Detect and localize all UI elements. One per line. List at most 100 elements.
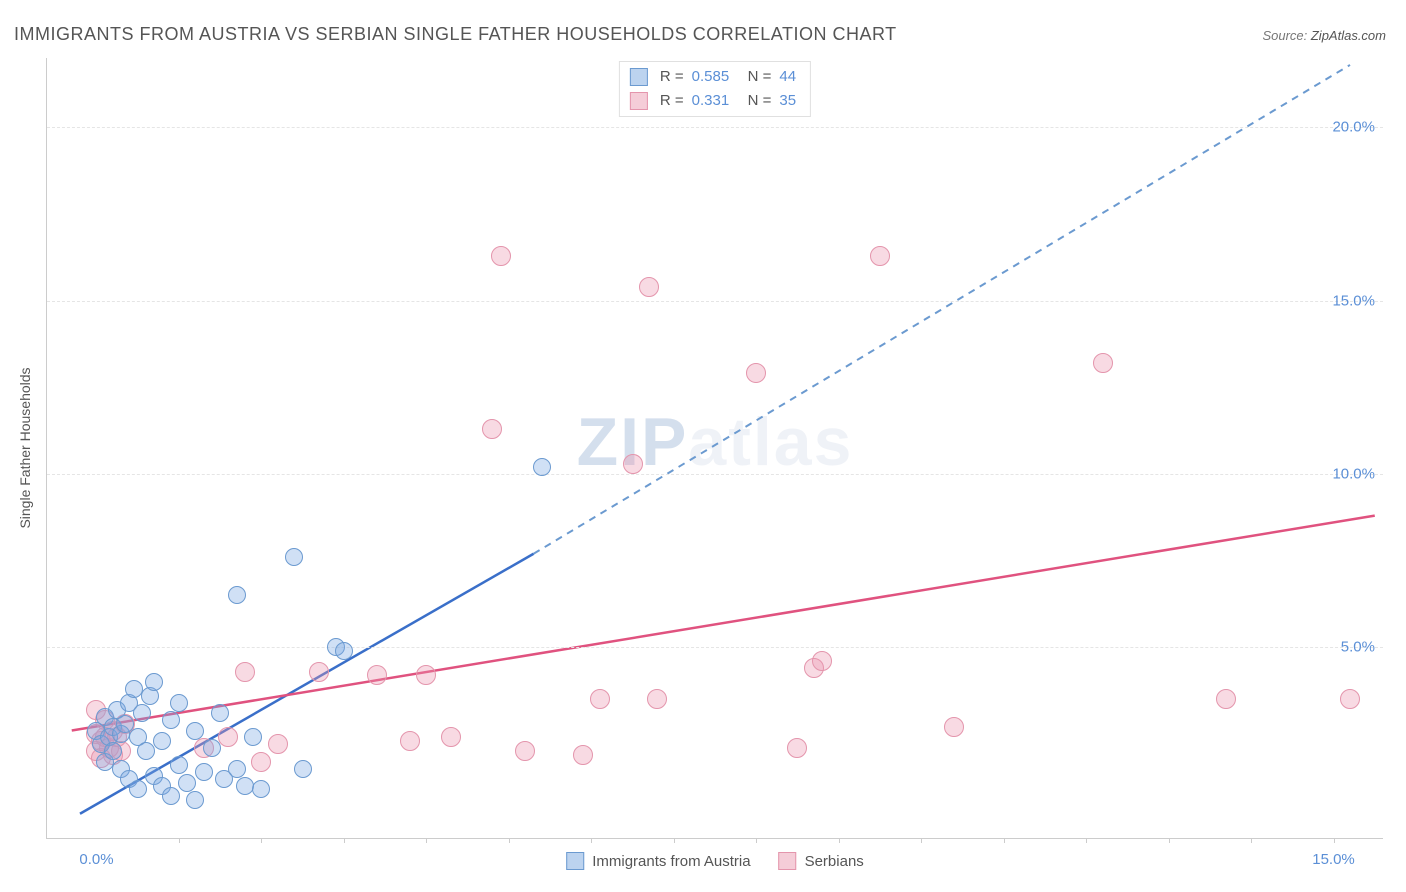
scatter-point: [203, 739, 221, 757]
plot-area: ZIPatlas R = 0.585 N = 44 R = 0.331 N = …: [46, 58, 1383, 839]
n-label: N =: [748, 89, 772, 113]
source-attribution: Source: ZipAtlas.com: [1262, 28, 1386, 43]
scatter-point: [178, 774, 196, 792]
grid-line: [47, 647, 1383, 648]
y-tick-label: 5.0%: [1341, 639, 1375, 656]
y-axis-label: Single Father Households: [17, 367, 33, 528]
scatter-point: [228, 586, 246, 604]
x-tick: [1334, 838, 1335, 843]
x-tick: [1004, 838, 1005, 843]
bottom-legend-label-austria: Immigrants from Austria: [592, 853, 750, 870]
watermark-light: atlas: [688, 404, 853, 480]
bottom-legend-item-serbians: Serbians: [779, 852, 864, 870]
scatter-point: [244, 728, 262, 746]
scatter-point: [228, 760, 246, 778]
x-tick: [509, 838, 510, 843]
x-tick-label: 0.0%: [79, 851, 113, 868]
scatter-point: [573, 745, 593, 765]
scatter-point: [268, 734, 288, 754]
scatter-point: [870, 246, 890, 266]
scatter-point: [1340, 689, 1360, 709]
scatter-point: [104, 742, 122, 760]
scatter-point: [590, 689, 610, 709]
x-tick: [261, 838, 262, 843]
scatter-point: [335, 642, 353, 660]
scatter-point: [170, 756, 188, 774]
x-tick: [756, 838, 757, 843]
scatter-point: [186, 722, 204, 740]
x-tick-label: 15.0%: [1312, 851, 1355, 868]
scatter-point: [944, 717, 964, 737]
x-tick: [344, 838, 345, 843]
bottom-legend-item-austria: Immigrants from Austria: [566, 852, 750, 870]
legend-stats-box: R = 0.585 N = 44 R = 0.331 N = 35: [619, 61, 811, 117]
r-label: R =: [660, 89, 684, 113]
scatter-point: [1093, 353, 1113, 373]
scatter-point: [746, 363, 766, 383]
scatter-point: [441, 727, 461, 747]
scatter-point: [491, 246, 511, 266]
r-label: R =: [660, 65, 684, 89]
y-tick-label: 10.0%: [1332, 466, 1375, 483]
scatter-point: [623, 454, 643, 474]
chart-title: IMMIGRANTS FROM AUSTRIA VS SERBIAN SINGL…: [14, 24, 897, 45]
scatter-point: [153, 732, 171, 750]
scatter-point: [162, 711, 180, 729]
legend-stats-row-serbians: R = 0.331 N = 35: [630, 89, 796, 113]
scatter-point: [170, 694, 188, 712]
n-value-serbians: 35: [779, 89, 796, 113]
source-label: Source:: [1262, 28, 1310, 43]
n-label: N =: [748, 65, 772, 89]
scatter-point: [812, 651, 832, 671]
scatter-point: [133, 704, 151, 722]
source-value: ZipAtlas.com: [1311, 28, 1386, 43]
x-tick: [591, 838, 592, 843]
scatter-point: [367, 665, 387, 685]
x-tick: [1251, 838, 1252, 843]
swatch-austria-bottom: [566, 852, 584, 870]
regression-line-1: [72, 516, 1375, 731]
scatter-point: [533, 458, 551, 476]
x-tick: [921, 838, 922, 843]
scatter-point: [515, 741, 535, 761]
scatter-point: [236, 777, 254, 795]
scatter-point: [294, 760, 312, 778]
scatter-point: [235, 662, 255, 682]
bottom-legend: Immigrants from Austria Serbians: [566, 852, 864, 870]
scatter-point: [647, 689, 667, 709]
x-tick: [839, 838, 840, 843]
scatter-point: [1216, 689, 1236, 709]
swatch-serbians: [630, 92, 648, 110]
x-tick: [426, 838, 427, 843]
watermark: ZIPatlas: [577, 403, 854, 481]
swatch-serbians-bottom: [779, 852, 797, 870]
x-tick: [179, 838, 180, 843]
scatter-point: [211, 704, 229, 722]
x-tick: [1169, 838, 1170, 843]
scatter-point: [186, 791, 204, 809]
regression-line-dash-0: [534, 65, 1350, 554]
chart-container: IMMIGRANTS FROM AUSTRIA VS SERBIAN SINGL…: [0, 0, 1406, 892]
grid-line: [47, 474, 1383, 475]
scatter-point: [218, 727, 238, 747]
x-tick: [674, 838, 675, 843]
scatter-point: [482, 419, 502, 439]
scatter-point: [129, 780, 147, 798]
grid-line: [47, 127, 1383, 128]
y-tick-label: 20.0%: [1332, 119, 1375, 136]
n-value-austria: 44: [779, 65, 796, 89]
r-value-serbians: 0.331: [692, 89, 736, 113]
r-value-austria: 0.585: [692, 65, 736, 89]
scatter-point: [137, 742, 155, 760]
scatter-point: [309, 662, 329, 682]
scatter-point: [251, 752, 271, 772]
bottom-legend-label-serbians: Serbians: [805, 853, 864, 870]
x-tick: [1086, 838, 1087, 843]
y-tick-label: 15.0%: [1332, 292, 1375, 309]
scatter-point: [639, 277, 659, 297]
scatter-point: [787, 738, 807, 758]
legend-stats-row-austria: R = 0.585 N = 44: [630, 65, 796, 89]
scatter-point: [416, 665, 436, 685]
scatter-point: [145, 673, 163, 691]
swatch-austria: [630, 68, 648, 86]
